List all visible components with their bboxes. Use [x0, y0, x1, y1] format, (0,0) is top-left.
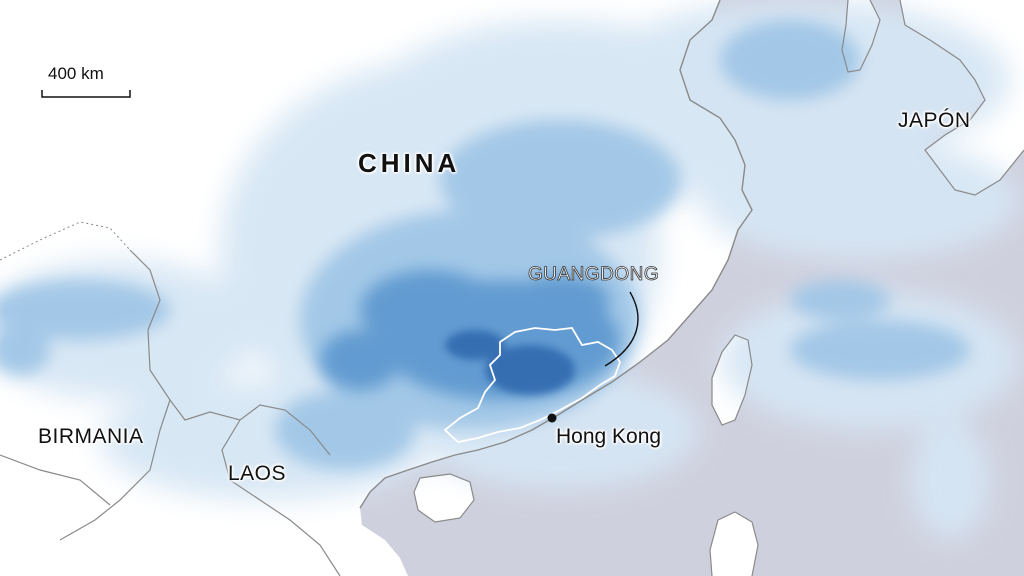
scale-bar [41, 90, 131, 98]
laos-label: LAOS [228, 462, 287, 485]
hainan-island [414, 474, 474, 522]
china-label: CHINA [358, 148, 461, 178]
philippines-island [710, 512, 758, 576]
china-coastline [359, 0, 753, 509]
hong-kong-label: Hong Kong [556, 425, 662, 448]
hong-kong-marker [547, 413, 557, 423]
guangdong-leader-line [604, 291, 639, 367]
scale-bar-label: 400 km [48, 64, 104, 83]
japan-coastline [841, 0, 1024, 196]
rain-layer-intense [445, 330, 575, 395]
japan-label: JAPÓN [898, 109, 971, 132]
international-borders [0, 249, 341, 576]
guangdong-label: GUANGDONG [528, 264, 660, 286]
burma-label: BIRMANIA [38, 425, 144, 448]
island-outlines [413, 334, 759, 576]
